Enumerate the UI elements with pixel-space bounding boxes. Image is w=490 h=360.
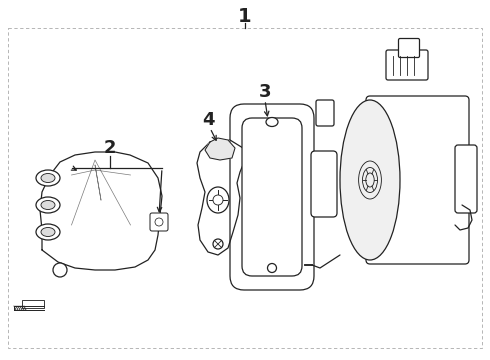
Circle shape bbox=[268, 264, 276, 273]
Text: 3: 3 bbox=[259, 83, 271, 101]
FancyBboxPatch shape bbox=[386, 50, 428, 80]
Ellipse shape bbox=[41, 201, 55, 210]
Polygon shape bbox=[40, 152, 162, 270]
Bar bbox=[8, 28, 482, 348]
Bar bbox=[22, 300, 44, 308]
Text: 2: 2 bbox=[104, 139, 116, 157]
Ellipse shape bbox=[340, 100, 400, 260]
Ellipse shape bbox=[41, 228, 55, 237]
FancyBboxPatch shape bbox=[316, 100, 334, 126]
FancyBboxPatch shape bbox=[455, 145, 477, 213]
FancyBboxPatch shape bbox=[366, 96, 469, 264]
Circle shape bbox=[213, 195, 223, 205]
FancyBboxPatch shape bbox=[242, 118, 302, 276]
Ellipse shape bbox=[41, 174, 55, 183]
Ellipse shape bbox=[36, 170, 60, 186]
Ellipse shape bbox=[266, 117, 278, 126]
FancyBboxPatch shape bbox=[398, 39, 419, 58]
FancyBboxPatch shape bbox=[311, 151, 337, 217]
Ellipse shape bbox=[36, 197, 60, 213]
Text: 1: 1 bbox=[238, 6, 252, 26]
Circle shape bbox=[213, 239, 223, 249]
Text: 4: 4 bbox=[202, 111, 214, 129]
Circle shape bbox=[53, 263, 67, 277]
Ellipse shape bbox=[36, 224, 60, 240]
FancyBboxPatch shape bbox=[230, 104, 314, 290]
Polygon shape bbox=[197, 140, 245, 255]
Polygon shape bbox=[205, 138, 235, 160]
FancyBboxPatch shape bbox=[150, 213, 168, 231]
Circle shape bbox=[155, 218, 163, 226]
Ellipse shape bbox=[207, 187, 229, 213]
